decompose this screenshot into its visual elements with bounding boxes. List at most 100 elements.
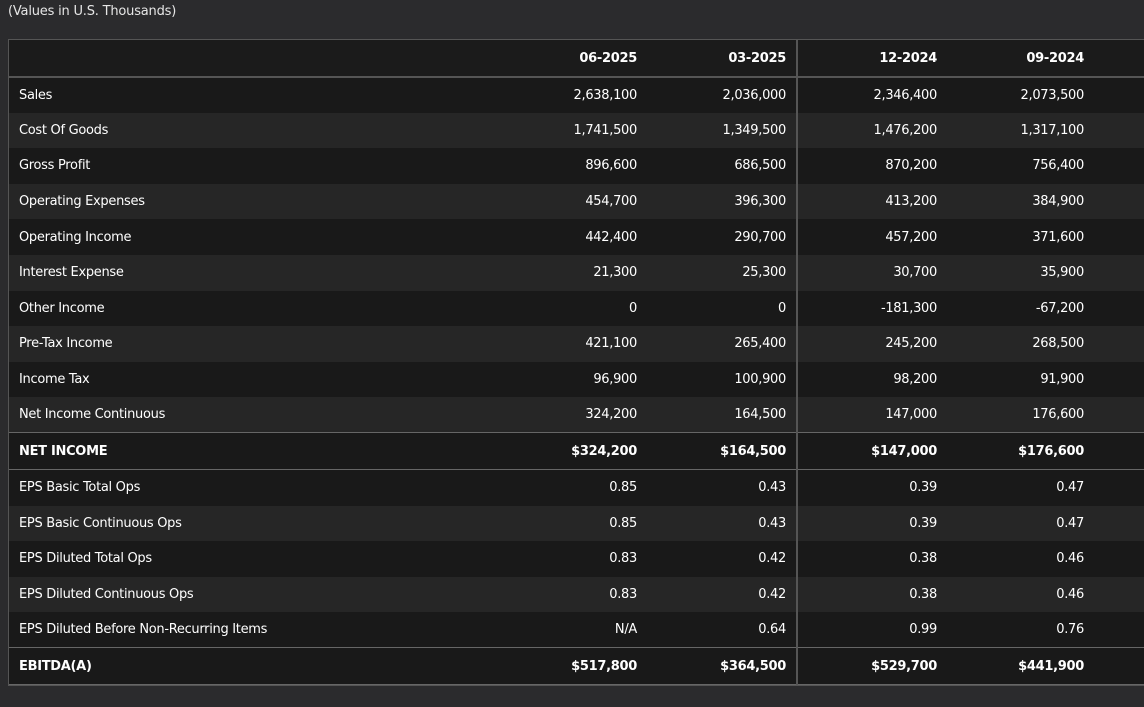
value-cell-period-2: $164,500 xyxy=(647,432,798,471)
table-row: EPS Diluted Total Ops 0.83 0.42 0.38 0.46 xyxy=(9,541,1144,577)
value-cell-period-2: 0.43 xyxy=(647,469,798,506)
row-pad-cell xyxy=(1094,219,1144,255)
value-cell-period-3: 0.39 xyxy=(909,515,937,531)
table-row: Pre-Tax Income 421,100 265,400 245,200 268,5… xyxy=(9,326,1144,362)
row-label: EPS Basic Continuous Ops xyxy=(19,515,182,531)
value-cell-period-1: 324,200 xyxy=(585,407,637,423)
value-cell-period-2: 1,349,500 xyxy=(647,112,798,149)
value-cell-period-2: 0.64 xyxy=(647,612,798,648)
value-cell-period-4: 1,317,100 xyxy=(1020,122,1085,138)
value-cell-period-3: 457,200 xyxy=(885,229,937,245)
value-cell-period-3: 0.39 xyxy=(909,480,937,496)
row-label: Pre-Tax Income xyxy=(19,336,113,352)
row-label: Interest Expense xyxy=(19,265,124,281)
row-label: Sales xyxy=(19,87,53,103)
income-statement-table: 06-2025 03-2025 12-2024 09-2024 Sales 2,6… xyxy=(8,39,1144,687)
value-cell-period-4: -67,200 xyxy=(1035,300,1084,316)
value-cell-period-3: $147,000 xyxy=(797,432,947,471)
value-cell-period-2: 100,900 xyxy=(647,361,798,398)
row-label: EPS Diluted Total Ops xyxy=(19,551,152,567)
row-pad-cell xyxy=(1094,577,1144,613)
value-cell-period-2: 686,500 xyxy=(647,148,798,184)
table-row: EPS Basic Continuous Ops 0.85 0.43 0.39 0.47 xyxy=(9,505,1144,542)
row-pad-cell xyxy=(1094,77,1144,113)
value-cell-period-1: 0.83 xyxy=(609,551,637,567)
table-row: Operating Expenses 454,700 396,300 413,200 3… xyxy=(9,183,1144,220)
value-cell-period-3: 1,476,200 xyxy=(873,122,938,138)
value-cell-period-3: $529,700 xyxy=(797,647,947,686)
row-label: EPS Diluted Before Non-Recurring Items xyxy=(19,622,268,638)
row-pad-cell xyxy=(1094,148,1144,184)
row-pad-cell xyxy=(1094,470,1144,506)
header-row: 06-2025 03-2025 12-2024 09-2024 xyxy=(9,40,1144,78)
column-header-period-1: 06-2025 xyxy=(499,40,647,78)
row-label: NET INCOME xyxy=(9,432,499,471)
value-cell-period-1: N/A xyxy=(614,622,637,638)
value-cell-period-4: 0.46 xyxy=(1056,587,1084,603)
row-pad-cell xyxy=(1094,397,1144,433)
value-cell-period-4: 91,900 xyxy=(1040,372,1084,388)
row-pad-cell xyxy=(1094,612,1144,648)
value-cell-period-3: 245,200 xyxy=(885,336,937,352)
value-cell-period-4: 35,900 xyxy=(1040,265,1084,281)
value-cell-period-1: 896,600 xyxy=(585,158,637,174)
value-cell-period-2: 0.42 xyxy=(647,576,798,613)
value-cell-period-3: 30,700 xyxy=(893,265,937,281)
row-pad-cell xyxy=(1094,113,1144,149)
value-cell-period-3: 0.99 xyxy=(909,622,937,638)
table-row: EPS Diluted Continuous Ops 0.83 0.42 0.38 0.… xyxy=(9,576,1144,613)
row-label: Operating Income xyxy=(19,229,132,245)
value-cell-period-1: 442,400 xyxy=(585,229,637,245)
value-cell-period-4: 268,500 xyxy=(1032,336,1084,352)
row-label: Cost Of Goods xyxy=(19,122,109,138)
row-pad-cell xyxy=(1094,291,1144,327)
table-row: Other Income 0 0 -181,300 -67,200 xyxy=(9,290,1144,327)
value-cell-period-3: 870,200 xyxy=(885,158,937,174)
value-cell-period-1: 21,300 xyxy=(593,265,637,281)
value-cell-period-4: 0.76 xyxy=(1056,622,1084,638)
row-pad-cell xyxy=(1094,506,1144,542)
value-cell-period-1: 0.85 xyxy=(609,480,637,496)
value-cell-period-1: 454,700 xyxy=(585,194,637,210)
row-label: EPS Diluted Continuous Ops xyxy=(19,587,194,603)
table-row: EPS Diluted Before Non-Recurring Items N/… xyxy=(9,612,1144,648)
table-row: Net Income Continuous 324,200 164,500 147,0… xyxy=(9,397,1144,433)
value-cell-period-1: 1,741,500 xyxy=(573,122,638,138)
header-pad-cell xyxy=(1094,40,1144,78)
value-cell-period-2: 396,300 xyxy=(647,183,798,220)
value-cell-period-1: 0.83 xyxy=(609,587,637,603)
row-label: EPS Basic Total Ops xyxy=(19,480,141,496)
table-row: Interest Expense 21,300 25,300 30,700 35,900 xyxy=(9,254,1144,291)
units-caption: (Values in U.S. Thousands) xyxy=(8,4,177,19)
value-cell-period-4: 384,900 xyxy=(1032,194,1084,210)
value-cell-period-4: $176,600 xyxy=(947,432,1094,471)
value-cell-period-4: 0.46 xyxy=(1056,551,1084,567)
column-header-period-2: 03-2025 xyxy=(647,40,798,78)
table-row: Sales 2,638,100 2,036,000 2,346,400 2,073,50… xyxy=(9,77,1144,113)
value-cell-period-3: 2,346,400 xyxy=(873,87,938,103)
value-cell-period-1: 421,100 xyxy=(585,336,637,352)
value-cell-period-4: 176,600 xyxy=(1032,407,1084,423)
value-cell-period-2: 290,700 xyxy=(647,219,798,255)
table-row: Income Tax 96,900 100,900 98,200 91,900 xyxy=(9,361,1144,398)
value-cell-period-4: 2,073,500 xyxy=(1020,87,1085,103)
financials-grid: 06-2025 03-2025 12-2024 09-2024 Sales 2,6… xyxy=(9,40,1144,686)
row-label: Operating Expenses xyxy=(19,194,145,210)
row-pad-cell xyxy=(1094,255,1144,291)
row-pad-cell xyxy=(1094,432,1144,471)
table-row: Gross Profit 896,600 686,500 870,200 756,400 xyxy=(9,148,1144,184)
value-cell-period-2: 25,300 xyxy=(647,254,798,291)
value-cell-period-1: 0 xyxy=(629,300,637,316)
value-cell-period-2: $364,500 xyxy=(647,647,798,686)
row-label: Net Income Continuous xyxy=(19,407,166,423)
value-cell-period-1: $324,200 xyxy=(499,432,647,471)
row-label: Other Income xyxy=(19,300,105,316)
total-row: NET INCOME $324,200 $164,500 $147,000 $176,6… xyxy=(9,432,1144,471)
row-pad-cell xyxy=(1094,541,1144,577)
row-pad-cell xyxy=(1094,362,1144,398)
value-cell-period-4: 371,600 xyxy=(1032,229,1084,245)
value-cell-period-2: 2,036,000 xyxy=(647,77,798,113)
value-cell-period-4: $441,900 xyxy=(947,647,1094,686)
value-cell-period-3: 98,200 xyxy=(893,372,937,388)
value-cell-period-3: 147,000 xyxy=(885,407,937,423)
